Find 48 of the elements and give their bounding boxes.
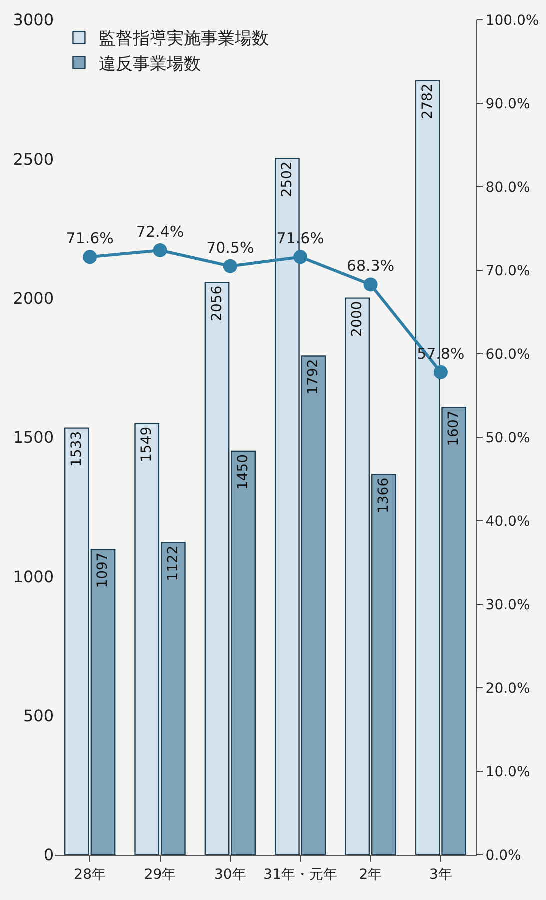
data-label: 1549 [139,426,156,462]
point [364,278,378,292]
point [294,250,308,264]
data-label: 71.6% [66,230,114,248]
x-tick-label: 2年 [359,866,382,883]
data-label: 72.4% [136,222,184,241]
y-tick-label: 2000 [13,288,54,308]
y2-tick-label: 60.0% [486,346,530,363]
y2-tick-label: 30.0% [486,597,530,614]
y2-tick-label: 40.0% [486,514,530,530]
point [153,243,168,258]
data-label: 2000 [350,301,366,337]
data-label: 1097 [95,552,112,588]
data-label: 1533 [68,431,85,467]
y-tick-label: 1000 [13,567,54,586]
y2-tick-label: 10.0% [486,764,530,780]
y-tick-label: 3000 [13,10,54,30]
data-label: 70.5% [206,238,254,257]
data-label: 2056 [209,286,226,322]
y2-tick-label: 90.0% [486,96,530,112]
y-tick-label: 2500 [13,150,54,169]
point [83,250,98,264]
data-label: 2782 [420,84,436,120]
y2-tick-label: 0.0% [486,848,522,864]
point [223,259,238,274]
legend-label: 違反事業場数 [99,54,202,74]
data-label: 68.3% [346,257,395,276]
x-tick-label: 30年 [214,866,246,883]
x-tick-label: 29年 [144,866,176,883]
data-label: 1607 [446,410,462,446]
y2-tick-label: 70.0% [486,263,530,280]
data-label: 2502 [279,162,296,198]
point [434,365,448,380]
y2-tick-label: 20.0% [486,680,530,697]
x-tick-label: 28年 [74,866,106,883]
y2-tick-label: 100.0% [486,12,540,29]
data-label: 1792 [306,359,322,395]
y2-tick-label: 50.0% [486,430,530,446]
data-label: 1122 [165,546,182,582]
x-tick-label: 3年 [429,866,452,883]
y2-tick-label: 80.0% [486,180,530,196]
legend-label: 監督指導実施事業場数 [99,29,270,50]
y-tick-label: 0 [44,846,54,865]
x-tick-label: 31年・元年 [264,866,338,883]
y-tick-label: 500 [23,706,54,726]
y-tick-label: 1500 [13,428,54,448]
data-label: 1366 [376,478,392,514]
data-label: 1450 [236,454,252,490]
